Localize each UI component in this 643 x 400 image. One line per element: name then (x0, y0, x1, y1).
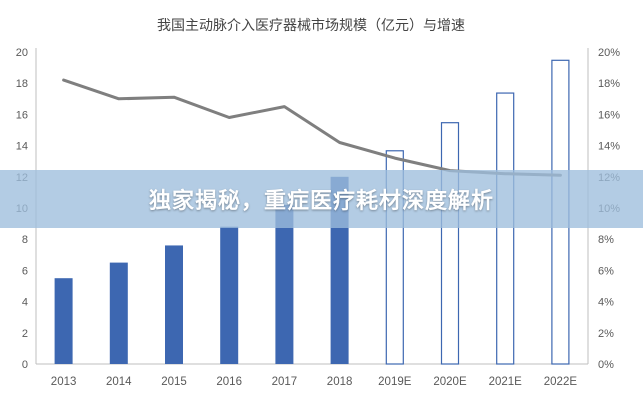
bar (165, 245, 183, 364)
chart-marks: 024681012141618200%2%4%6%8%10%12%14%16%1… (16, 47, 620, 388)
x-tick-label: 2014 (106, 376, 132, 388)
y-tick-right-label: 20% (598, 47, 620, 59)
y-tick-right-label: 6% (598, 265, 614, 277)
growth-line (62, 78, 562, 177)
chart-title: 我国主动脉介入医疗器械市场规模（亿元）与增速 (157, 17, 465, 34)
x-tick-label: 2021E (489, 376, 523, 388)
bar (275, 204, 294, 364)
bar (109, 262, 128, 364)
x-tick-label: 2015 (161, 376, 187, 388)
y-tick-right-label: 16% (598, 109, 620, 121)
y-tick-left-label: 6 (22, 265, 28, 277)
y-tick-left-label: 4 (22, 297, 28, 309)
y-tick-right-label: 8% (598, 234, 614, 246)
x-tick-label: 2016 (216, 376, 242, 388)
y-tick-right-label: 14% (598, 141, 620, 153)
y-tick-right-label: 0% (598, 359, 614, 371)
y-tick-left-label: 14 (16, 141, 28, 153)
bar (440, 122, 460, 365)
y-tick-left-label: 18 (16, 78, 28, 90)
x-tick-label: 2020E (433, 376, 467, 388)
y-tick-left-label: 8 (22, 234, 28, 246)
y-tick-left-label: 0 (22, 359, 28, 371)
x-tick-label: 2017 (272, 376, 298, 388)
y-tick-right-label: 4% (598, 297, 614, 309)
y-tick-left-label: 20 (16, 47, 28, 59)
y-tick-right-label: 18% (598, 78, 620, 90)
x-tick-label: 2013 (51, 376, 77, 388)
y-tick-left-label: 2 (22, 328, 28, 340)
bar (496, 92, 515, 365)
y-tick-left-label: 16 (16, 109, 28, 121)
banner-text: 独家揭秘，重症医疗耗材深度解析 (148, 189, 494, 214)
y-tick-right-label: 2% (598, 328, 614, 340)
bar (220, 226, 239, 364)
x-tick-label: 2018 (327, 376, 353, 388)
banner-overlay: 独家揭秘，重症医疗耗材深度解析 (0, 170, 643, 228)
x-tick-label: 2022E (544, 376, 578, 388)
x-tick-label: 2019E (378, 376, 412, 388)
bar (54, 278, 73, 364)
